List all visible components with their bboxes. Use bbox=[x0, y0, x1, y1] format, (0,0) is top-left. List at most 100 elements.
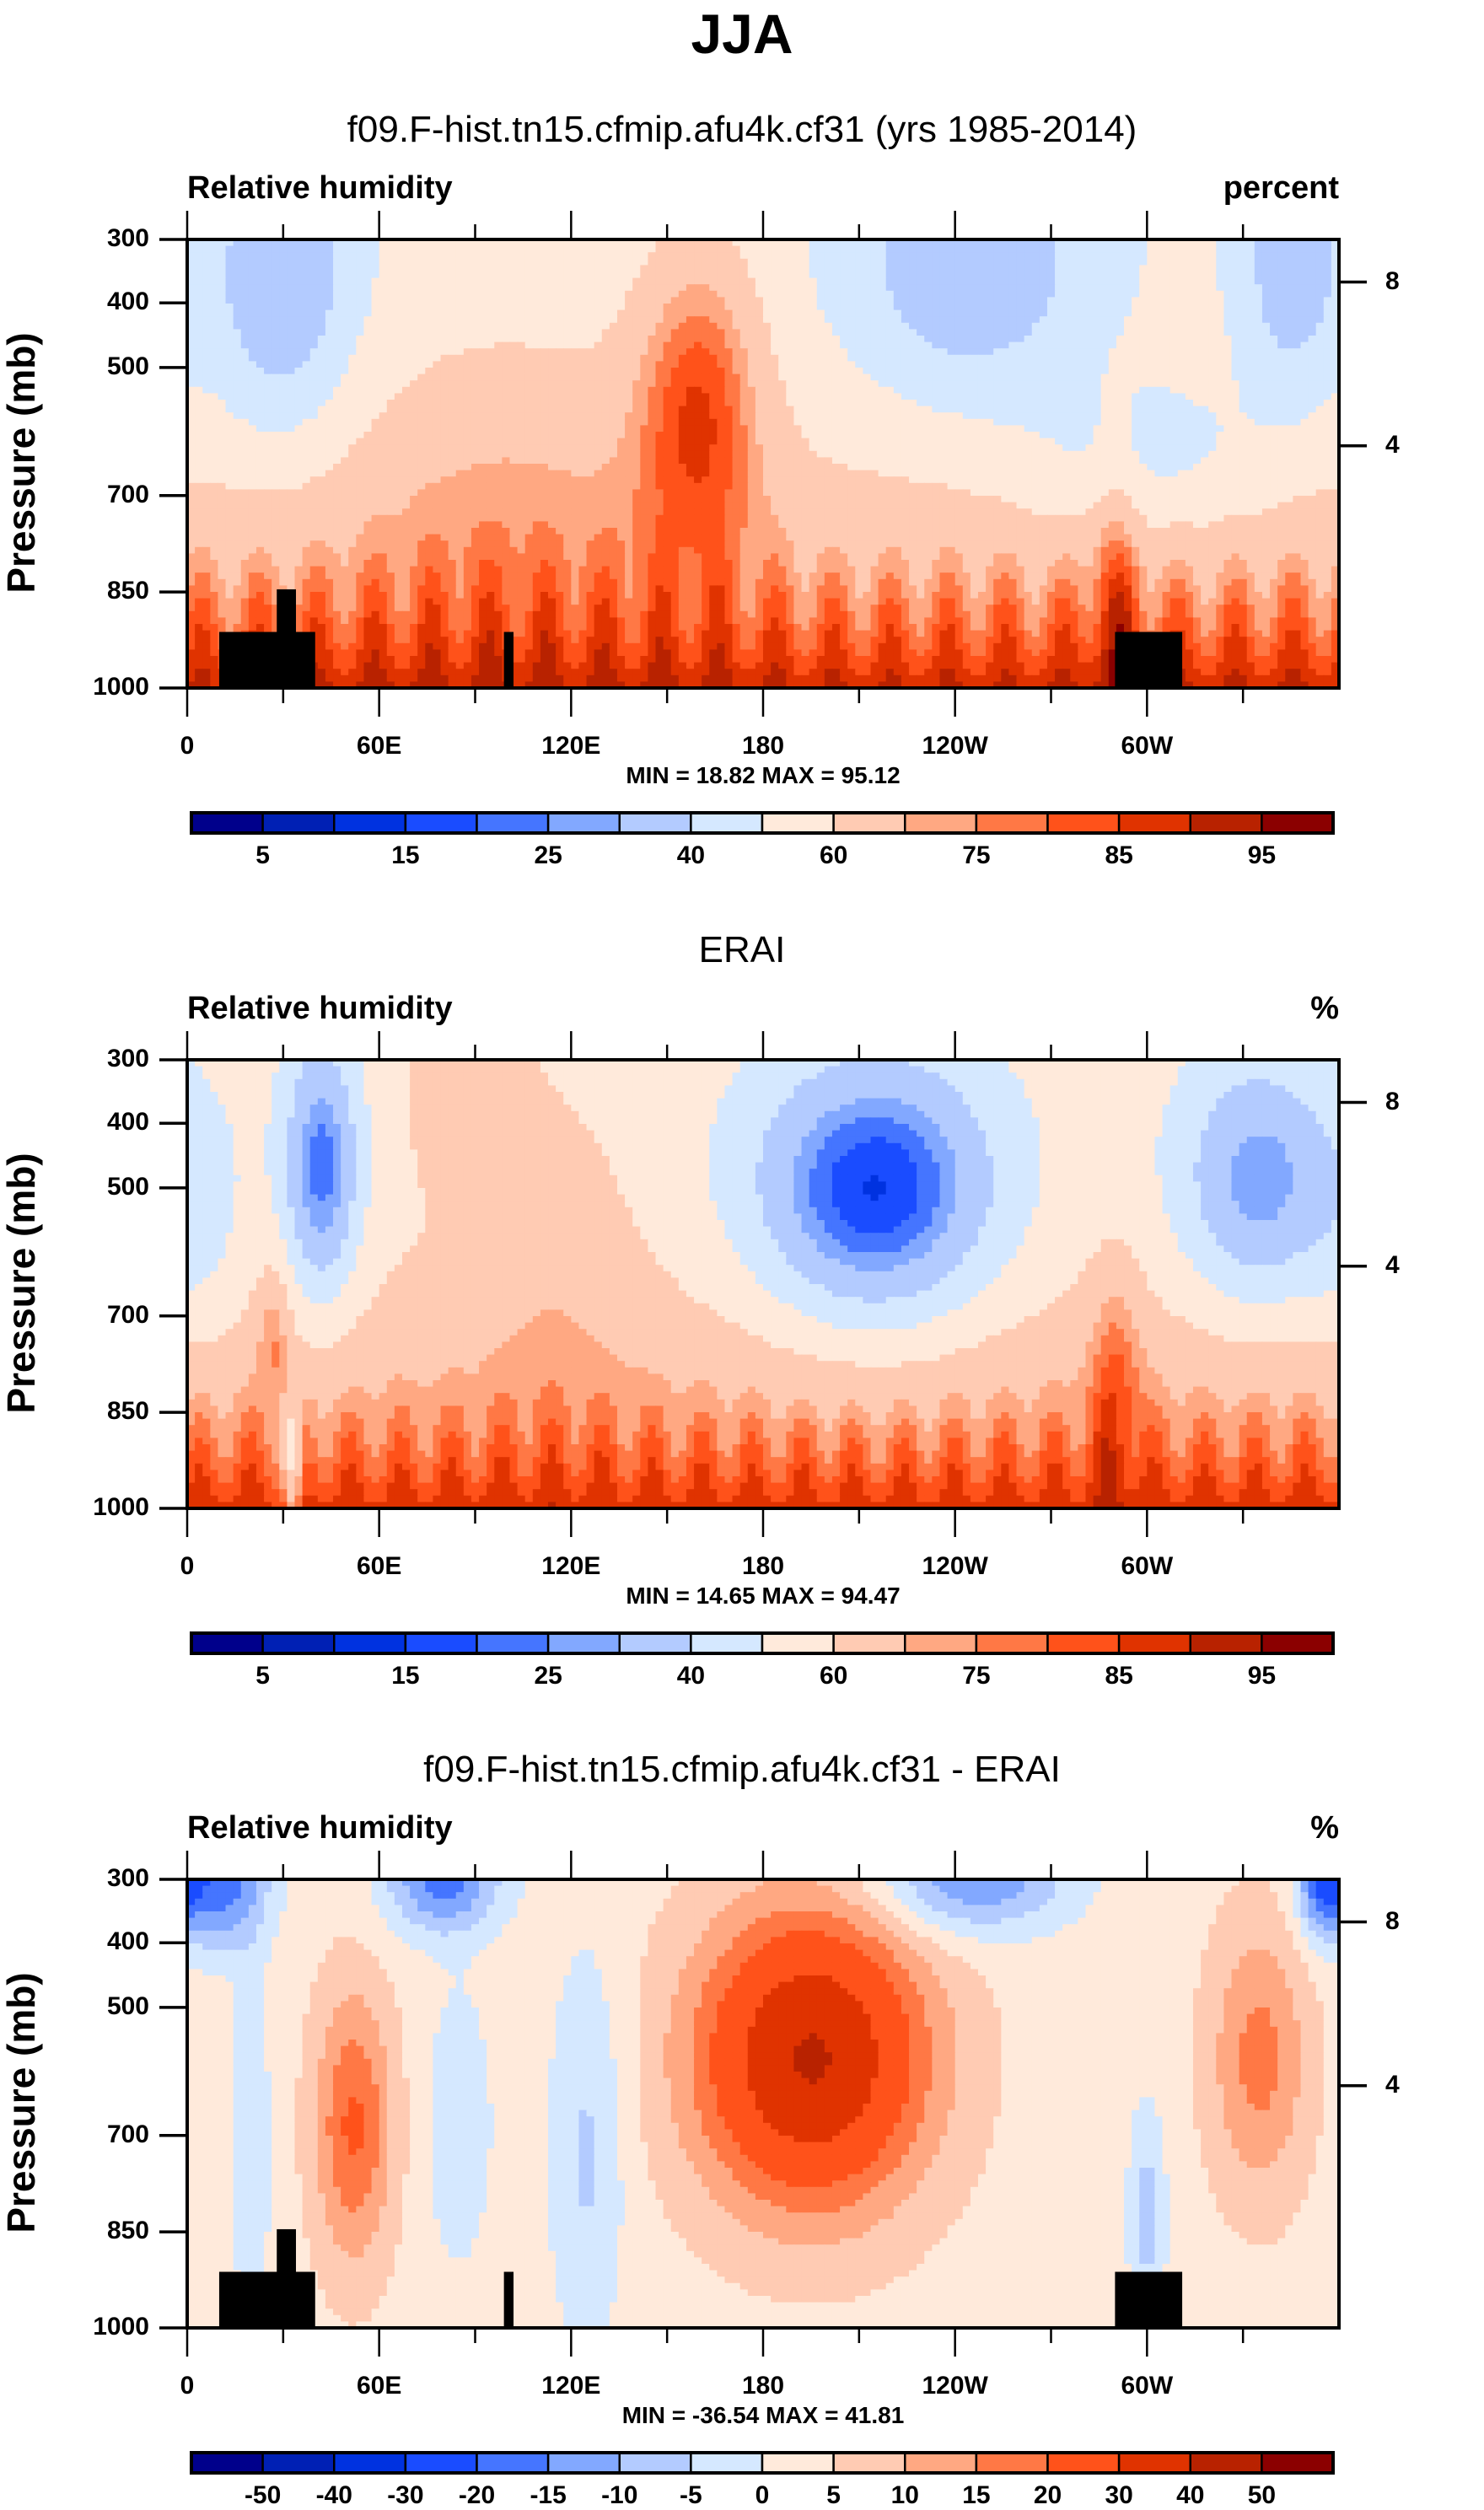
contour-cell bbox=[195, 336, 203, 342]
contour-cell bbox=[978, 387, 987, 394]
contour-cell bbox=[1078, 374, 1086, 381]
contour-cell bbox=[1008, 323, 1017, 330]
contour-cell bbox=[387, 393, 395, 400]
contour-cell bbox=[1262, 310, 1271, 317]
contour-cell bbox=[686, 368, 695, 374]
contour-cell bbox=[1085, 291, 1094, 298]
contour-cell bbox=[1309, 265, 1317, 271]
contour-cell bbox=[341, 444, 349, 451]
contour-cell bbox=[464, 316, 472, 323]
contour-cell bbox=[241, 323, 250, 330]
contour-cell bbox=[939, 361, 948, 368]
contour-cell bbox=[740, 406, 749, 413]
contour-cell bbox=[971, 412, 979, 419]
contour-cell bbox=[1186, 438, 1194, 445]
contour-cell bbox=[1232, 393, 1240, 400]
contour-cell bbox=[978, 297, 987, 304]
contour-cell bbox=[556, 284, 564, 291]
contour-cell bbox=[402, 271, 411, 278]
contour-cell bbox=[1232, 336, 1240, 342]
contour-cell bbox=[310, 380, 319, 387]
contour-cell bbox=[924, 310, 933, 317]
contour-cell bbox=[287, 348, 295, 355]
contour-cell bbox=[733, 355, 741, 362]
contour-cell bbox=[1163, 361, 1171, 368]
contour-cell bbox=[963, 297, 971, 304]
contour-cell bbox=[1094, 310, 1102, 317]
contour-cell bbox=[1047, 438, 1056, 445]
contour-cell bbox=[456, 329, 465, 336]
contour-cell bbox=[771, 444, 779, 451]
contour-cell bbox=[840, 444, 848, 451]
contour-cell bbox=[1024, 387, 1033, 394]
contour-cell bbox=[863, 438, 871, 445]
contour-cell bbox=[356, 310, 364, 317]
contour-cell bbox=[587, 252, 595, 259]
contour-cell bbox=[318, 438, 326, 445]
contour-cell bbox=[724, 348, 733, 355]
contour-cell bbox=[1116, 336, 1125, 342]
contour-cell bbox=[1247, 406, 1255, 413]
contour-cell bbox=[1163, 278, 1171, 285]
contour-cell bbox=[886, 342, 895, 349]
contour-cell bbox=[610, 393, 618, 400]
contour-cell bbox=[924, 368, 933, 374]
contour-cell bbox=[1223, 425, 1232, 432]
contour-cell bbox=[563, 316, 572, 323]
contour-cell bbox=[1247, 425, 1255, 432]
contour-cell bbox=[978, 336, 987, 342]
contour-cell bbox=[825, 380, 833, 387]
contour-cell bbox=[1316, 278, 1325, 285]
contour-cell bbox=[1094, 400, 1102, 406]
contour-cell bbox=[417, 265, 426, 271]
contour-cell bbox=[1017, 304, 1025, 310]
contour-cell bbox=[1285, 361, 1293, 368]
contour-cell bbox=[763, 361, 772, 368]
contour-cell bbox=[1024, 355, 1033, 362]
contour-cell bbox=[1247, 323, 1255, 330]
contour-cell bbox=[986, 265, 994, 271]
contour-cell bbox=[610, 400, 618, 406]
contour-cell bbox=[1255, 310, 1263, 317]
contour-cell bbox=[249, 323, 257, 330]
contour-cell bbox=[540, 374, 549, 381]
contour-cell bbox=[578, 246, 587, 253]
contour-cell bbox=[563, 323, 572, 330]
contour-cell bbox=[1101, 425, 1110, 432]
contour-cell bbox=[986, 316, 994, 323]
contour-cell bbox=[1070, 278, 1078, 285]
contour-cell bbox=[494, 393, 503, 400]
contour-cell bbox=[379, 323, 388, 330]
contour-cell bbox=[971, 380, 979, 387]
contour-cell bbox=[671, 400, 680, 406]
contour-cell bbox=[1293, 304, 1301, 310]
contour-cell bbox=[1040, 400, 1048, 406]
contour-cell bbox=[694, 252, 702, 259]
contour-cell bbox=[617, 444, 626, 451]
contour-cell bbox=[648, 400, 656, 406]
contour-cell bbox=[1239, 252, 1248, 259]
contour-cell bbox=[1024, 246, 1033, 253]
contour-cell bbox=[494, 323, 503, 330]
contour-cell bbox=[279, 432, 288, 438]
contour-cell bbox=[863, 310, 871, 317]
contour-cell bbox=[425, 252, 433, 259]
contour-cell bbox=[1247, 348, 1255, 355]
contour-cell bbox=[594, 323, 603, 330]
contour-cell bbox=[487, 412, 495, 419]
contour-cell bbox=[1032, 310, 1040, 317]
contour-cell bbox=[664, 438, 672, 445]
contour-cell bbox=[778, 412, 787, 419]
contour-cell bbox=[901, 374, 910, 381]
contour-cell bbox=[202, 348, 211, 355]
contour-cell bbox=[226, 246, 234, 253]
contour-cell bbox=[664, 265, 672, 271]
contour-cell bbox=[1293, 271, 1301, 278]
contour-cell bbox=[1262, 419, 1271, 426]
contour-cell bbox=[1223, 432, 1232, 438]
contour-cell bbox=[1154, 329, 1163, 336]
contour-cell bbox=[1316, 342, 1325, 349]
contour-cell bbox=[1300, 284, 1309, 291]
contour-cell bbox=[433, 444, 441, 451]
contour-cell bbox=[1017, 361, 1025, 368]
